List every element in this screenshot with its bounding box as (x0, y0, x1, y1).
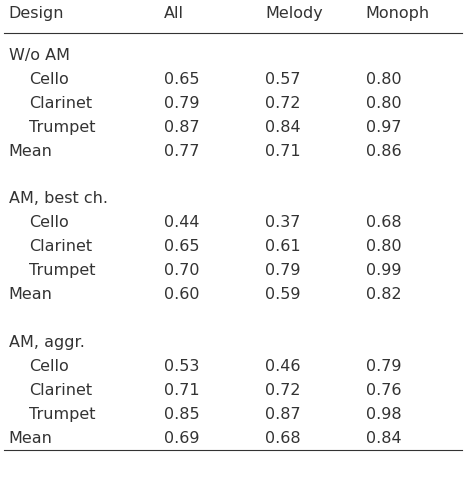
Text: 0.79: 0.79 (164, 96, 200, 111)
Text: W/o AM: W/o AM (9, 48, 70, 63)
Text: Trumpet: Trumpet (29, 407, 96, 422)
Text: 0.80: 0.80 (366, 72, 401, 87)
Text: 0.70: 0.70 (164, 263, 200, 278)
Text: 0.44: 0.44 (164, 215, 200, 230)
Text: 0.99: 0.99 (366, 263, 401, 278)
Text: 0.71: 0.71 (164, 383, 200, 398)
Text: Cello: Cello (29, 72, 69, 87)
Text: Mean: Mean (9, 431, 53, 446)
Text: 0.65: 0.65 (164, 239, 200, 255)
Text: 0.79: 0.79 (265, 263, 301, 278)
Text: 0.69: 0.69 (164, 431, 200, 446)
Text: Cello: Cello (29, 215, 69, 230)
Text: 0.86: 0.86 (366, 144, 401, 159)
Text: 0.80: 0.80 (366, 239, 401, 255)
Text: 0.98: 0.98 (366, 407, 401, 422)
Text: 0.85: 0.85 (164, 407, 200, 422)
Text: Cello: Cello (29, 359, 69, 374)
Text: AM, aggr.: AM, aggr. (9, 335, 85, 350)
Text: 0.65: 0.65 (164, 72, 200, 87)
Text: All: All (164, 6, 185, 21)
Text: 0.59: 0.59 (265, 287, 301, 302)
Text: Design: Design (9, 6, 64, 21)
Text: 0.84: 0.84 (366, 431, 401, 446)
Text: 0.80: 0.80 (366, 96, 401, 111)
Text: Trumpet: Trumpet (29, 119, 96, 135)
Text: 0.84: 0.84 (265, 119, 301, 135)
Text: 0.97: 0.97 (366, 119, 401, 135)
Text: Trumpet: Trumpet (29, 263, 96, 278)
Text: Monoph: Monoph (366, 6, 430, 21)
Text: 0.68: 0.68 (265, 431, 301, 446)
Text: 0.71: 0.71 (265, 144, 301, 159)
Text: 0.37: 0.37 (265, 215, 301, 230)
Text: 0.76: 0.76 (366, 383, 401, 398)
Text: Clarinet: Clarinet (29, 239, 92, 255)
Text: 0.46: 0.46 (265, 359, 301, 374)
Text: 0.60: 0.60 (164, 287, 200, 302)
Text: 0.53: 0.53 (164, 359, 200, 374)
Text: 0.87: 0.87 (164, 119, 200, 135)
Text: 0.77: 0.77 (164, 144, 200, 159)
Text: 0.68: 0.68 (366, 215, 401, 230)
Text: Mean: Mean (9, 144, 53, 159)
Text: Mean: Mean (9, 287, 53, 302)
Text: 0.72: 0.72 (265, 383, 301, 398)
Text: AM, best ch.: AM, best ch. (9, 192, 108, 207)
Text: Clarinet: Clarinet (29, 96, 92, 111)
Text: 0.61: 0.61 (265, 239, 301, 255)
Text: Melody: Melody (265, 6, 323, 21)
Text: 0.87: 0.87 (265, 407, 301, 422)
Text: Clarinet: Clarinet (29, 383, 92, 398)
Text: 0.82: 0.82 (366, 287, 401, 302)
Text: 0.57: 0.57 (265, 72, 301, 87)
Text: 0.72: 0.72 (265, 96, 301, 111)
Text: 0.79: 0.79 (366, 359, 401, 374)
